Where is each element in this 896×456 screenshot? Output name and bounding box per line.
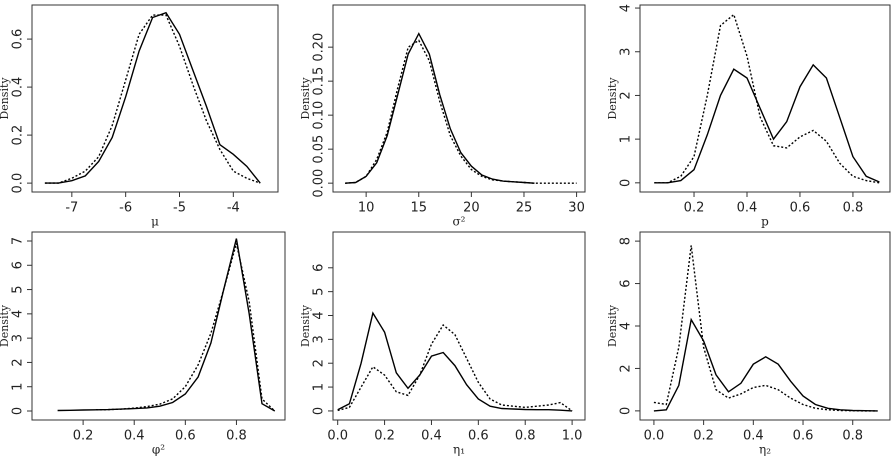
y-tick-label: 0.10 — [312, 101, 327, 130]
y-axis-label: Density — [606, 77, 619, 120]
y-axis-label: Density — [299, 77, 312, 120]
density-line — [345, 32, 535, 184]
panel: -7 -6 -5 -4 0.0 0.2 0.4 0.6 μ Density — [0, 4, 279, 229]
density-line — [654, 13, 880, 184]
y-tick-label: 2 — [11, 358, 26, 366]
x-axis-label: σ² — [452, 215, 465, 229]
density-line — [95, 243, 276, 412]
density-line — [337, 323, 573, 412]
y-tick-label: 2 — [619, 91, 634, 99]
panel: 10 15 20 25 30 0.00 0.05 0.10 0.15 0.20 σ² Density — [299, 4, 586, 229]
x-tick-label: -5 — [173, 201, 186, 216]
y-axis-label: Density — [606, 304, 619, 347]
x-tick-label: 0.0 — [327, 429, 348, 444]
y-tick-label: 6 — [11, 261, 26, 269]
y-tick-label: 0 — [312, 407, 327, 415]
density-line — [44, 14, 261, 184]
y-tick-label: 5 — [312, 288, 327, 296]
y-tick-label: 0 — [619, 407, 634, 415]
y-tick-label: 0.0 — [11, 173, 26, 194]
x-tick-label: 30 — [568, 201, 585, 216]
x-axis-label: η₁ — [453, 443, 465, 456]
y-tick-label: 2 — [312, 359, 327, 367]
y-tick-label: 4 — [312, 311, 327, 319]
y-tick-label: 3 — [619, 48, 634, 56]
x-tick-label: 0.8 — [226, 429, 247, 444]
y-tick-label: 7 — [11, 237, 26, 245]
x-tick-label: -6 — [119, 201, 132, 216]
y-tick-label: 0.00 — [312, 169, 327, 198]
panel: 0.0 0.2 0.4 0.6 0.8 1.0 0 1 2 3 4 5 6 η₁ Density — [299, 231, 586, 456]
x-tick-label: 0.8 — [842, 429, 863, 444]
x-tick-label: 0.2 — [684, 201, 705, 216]
x-tick-label: 0.4 — [737, 201, 758, 216]
y-tick-label: 3 — [312, 335, 327, 343]
x-tick-label: 0.2 — [73, 429, 94, 444]
plot-frame — [31, 231, 286, 421]
panel: 0.2 0.4 0.6 0.8 0 1 2 3 4 5 6 7 φ² Density — [0, 231, 286, 456]
y-tick-label: 0.20 — [312, 33, 327, 62]
y-axis-label: Density — [299, 304, 312, 347]
plot-frame — [332, 4, 586, 193]
y-tick-label: 0.2 — [11, 125, 26, 146]
density-line — [44, 11, 261, 184]
y-axis-label: Density — [0, 304, 11, 347]
plot-frame — [639, 231, 891, 421]
x-tick-label: 0.6 — [790, 201, 811, 216]
y-tick-label: 6 — [619, 279, 634, 287]
x-tick-label: 0.4 — [743, 429, 764, 444]
y-axis-label: Density — [0, 77, 11, 120]
x-tick-label: 0.2 — [693, 429, 714, 444]
y-tick-label: 0.05 — [312, 135, 327, 164]
y-tick-label: 1 — [619, 135, 634, 143]
y-tick-label: 0.15 — [312, 67, 327, 96]
y-tick-label: 4 — [11, 310, 26, 318]
density-line — [653, 245, 878, 412]
x-tick-label: 0.0 — [644, 429, 665, 444]
y-tick-label: 1 — [11, 383, 26, 391]
panel: 0.2 0.4 0.6 0.8 0 1 2 3 4 p Density — [606, 4, 891, 229]
density-line — [57, 238, 276, 412]
x-tick-label: -4 — [227, 201, 240, 216]
x-tick-label: 10 — [358, 201, 375, 216]
y-tick-label: 4 — [619, 322, 634, 330]
x-tick-label: 0.2 — [374, 429, 395, 444]
y-tick-label: 1 — [312, 383, 327, 391]
y-tick-label: 4 — [619, 4, 634, 12]
y-tick-label: 0.4 — [11, 77, 26, 98]
plot-frame — [31, 4, 279, 193]
x-tick-label: 15 — [410, 201, 427, 216]
y-tick-label: 6 — [312, 264, 327, 272]
density-line — [653, 317, 878, 412]
y-tick-label: 8 — [619, 237, 634, 245]
x-axis-label: φ² — [152, 443, 165, 456]
y-tick-label: 0 — [619, 179, 634, 187]
density-line — [654, 63, 880, 184]
y-tick-label: 2 — [619, 364, 634, 372]
x-tick-label: -7 — [65, 201, 78, 216]
x-tick-label: 0.8 — [515, 429, 536, 444]
x-tick-label: 0.4 — [124, 429, 145, 444]
x-tick-label: 0.6 — [793, 429, 814, 444]
y-tick-label: 0 — [11, 407, 26, 415]
x-tick-label: 1.0 — [562, 429, 583, 444]
density-line — [345, 39, 577, 184]
x-tick-label: 0.8 — [843, 201, 864, 216]
y-tick-label: 3 — [11, 334, 26, 342]
x-tick-label: 20 — [463, 201, 480, 216]
y-tick-label: 5 — [11, 285, 26, 293]
x-axis-label: μ — [151, 215, 159, 229]
x-tick-label: 25 — [516, 201, 533, 216]
x-axis-label: η₂ — [759, 443, 771, 456]
x-axis-label: p — [761, 215, 769, 229]
x-tick-label: 0.6 — [468, 429, 489, 444]
x-tick-label: 0.6 — [175, 429, 196, 444]
x-tick-label: 0.4 — [421, 429, 442, 444]
y-tick-label: 0.6 — [11, 29, 26, 50]
density-line — [337, 311, 573, 412]
plot-frame — [639, 4, 891, 193]
panel: 0.0 0.2 0.4 0.6 0.8 0 2 4 6 8 η₂ Density — [606, 231, 891, 456]
plot-frame — [332, 231, 586, 421]
